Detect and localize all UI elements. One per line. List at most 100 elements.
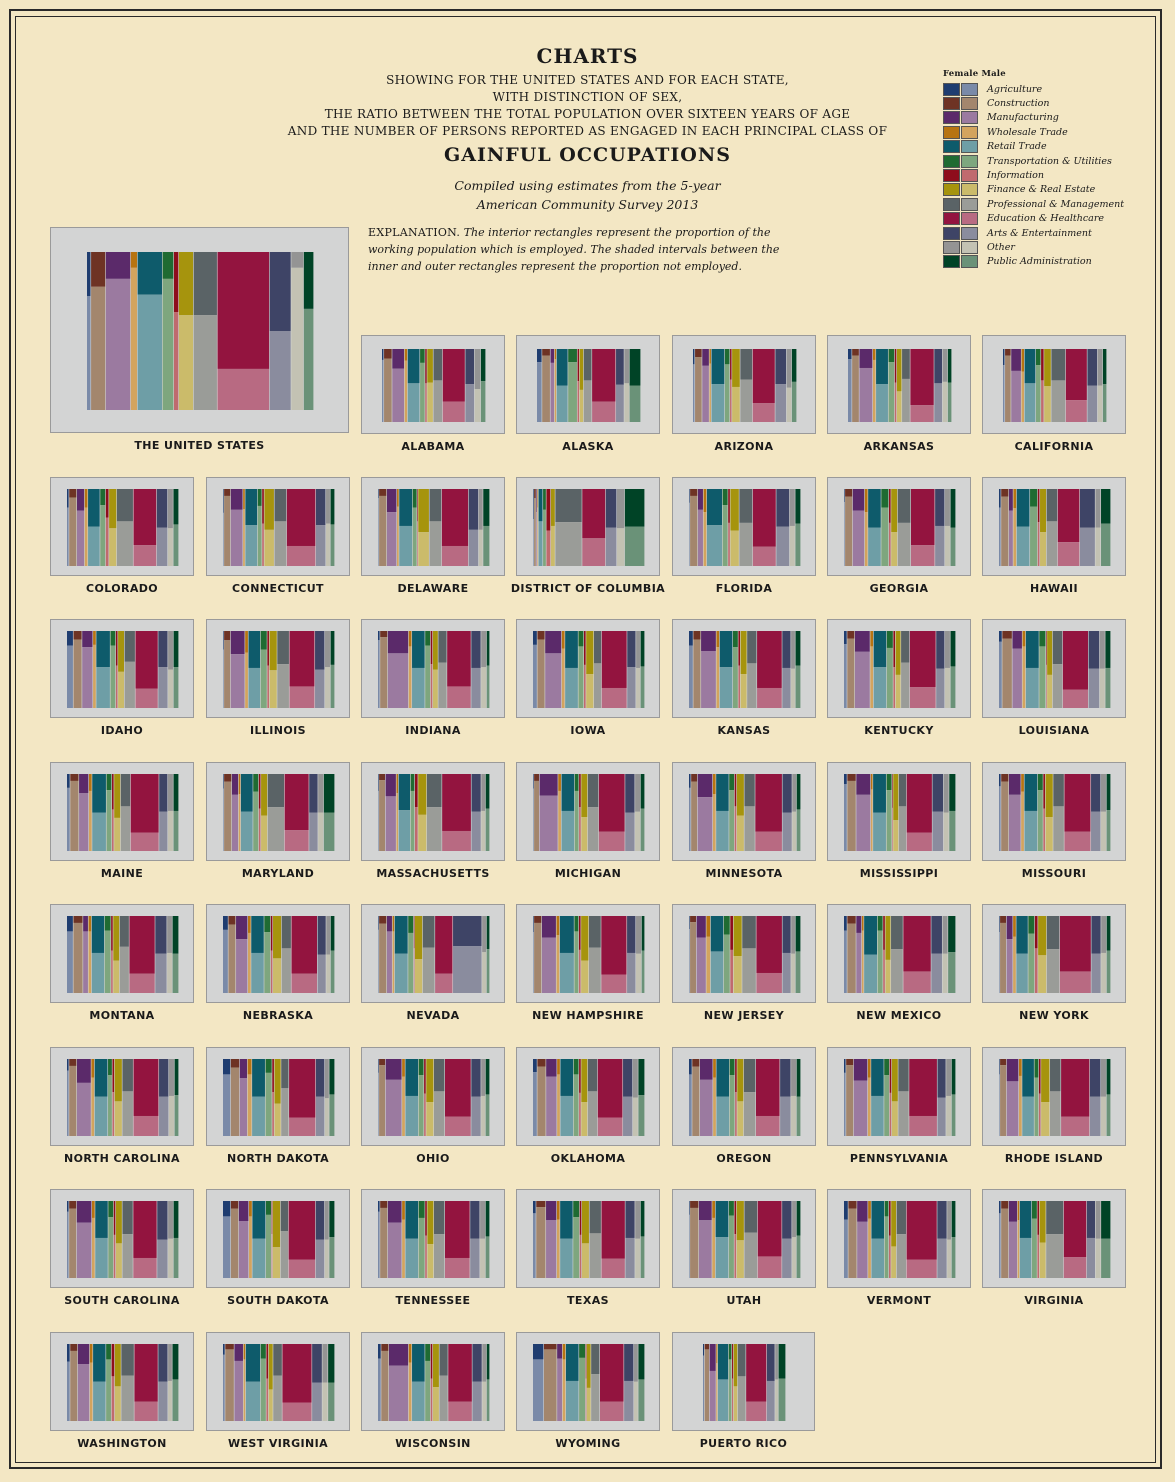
bar-female [536,489,537,513]
bar-female [533,1201,536,1214]
chart-panel [672,1047,816,1146]
bar-male [716,810,729,851]
bar-male [67,1070,69,1136]
bar-female [543,1344,557,1350]
bar-male [248,667,261,708]
bar-female [1047,631,1053,675]
chart-panel [982,477,1126,576]
bar-male [430,664,433,708]
bar-male [1106,810,1111,851]
bar-female [108,1059,112,1076]
legend-item: Manufacturing [943,111,1148,125]
bar-female [404,349,408,361]
bar-female [534,916,542,923]
chart-panel [982,619,1126,718]
bar-female [217,252,270,369]
bar-male [583,380,592,422]
bar-male [698,1220,712,1278]
bar-female [556,1201,560,1220]
bar-female [746,1344,767,1402]
legend-item: Public Administration [943,255,1148,269]
mosaic-svg [223,489,335,566]
bar-male [896,1234,906,1278]
bar-female [891,916,903,950]
bar-male [640,666,645,708]
state-label: INDIANA [405,724,461,737]
bar-male [730,379,732,422]
bar-female [252,1059,265,1097]
bar-female [330,631,335,665]
bar-female [289,1059,316,1118]
bar-male [889,1235,891,1278]
bar-male [69,497,77,566]
bar-male [729,790,735,851]
bar-female [1034,916,1038,949]
bar-male [589,1233,601,1278]
chart-panel [827,619,971,718]
bar-male [734,1234,737,1278]
bar-male [420,362,425,422]
bar-male [245,1381,261,1421]
bar-male [113,1234,116,1278]
bar-male [1047,674,1053,708]
legend-item: Professional & Management [943,197,1148,211]
bar-female [481,631,487,668]
outer-frame [9,9,1162,1469]
bar-female [1017,1201,1020,1221]
bar-female [324,1059,329,1099]
bar-male [386,512,397,566]
bar-female [587,774,599,808]
bar-male [392,368,405,422]
bar-female [265,1201,272,1215]
bar-female [248,631,261,668]
bar-female [172,1344,179,1380]
bar-female [248,916,251,933]
bar-male [1044,386,1051,422]
bar-male [1034,1077,1039,1136]
bar-female [91,1059,95,1078]
bar-female [317,916,326,955]
bar-female [67,1201,69,1212]
bar-female [405,1201,419,1239]
bar-male [891,949,903,993]
bar-male [589,947,601,993]
bar-female [1030,489,1038,507]
bar-female [584,631,586,665]
state-label: ARKANSAS [863,440,935,453]
bar-female [158,631,168,668]
bar-male [432,669,438,708]
chart-panel [50,227,349,433]
bar-male [323,812,335,851]
bar-male [560,1095,574,1136]
bar-male [934,383,943,422]
bar-female [1102,349,1107,385]
bar-male [735,1092,737,1136]
bar-male [755,831,782,851]
bar-male [277,664,289,708]
bar-male [640,808,645,851]
bar-male [432,1387,439,1421]
bar-male [111,1376,115,1421]
bar-female [385,774,396,797]
bar-female [77,1344,90,1365]
bar-female [114,1344,121,1387]
bar-female [640,1201,645,1237]
bar-male [844,1219,848,1278]
bar-male [134,1401,158,1421]
bar-female [910,349,934,406]
bar-male [689,502,690,566]
bar-female [245,489,258,526]
bar-male [439,1375,448,1421]
bar-male [249,1216,252,1278]
legend-swatch-male [961,82,978,96]
mosaic-svg [844,1059,956,1136]
bar-male [414,959,423,993]
bar-female [601,631,627,688]
bar-female [795,489,801,524]
bar-male [172,1379,179,1421]
bar-male [949,810,956,851]
bar-female [173,774,179,811]
bar-female [239,1059,248,1079]
bar-female [386,489,397,513]
bar-male [67,931,73,993]
